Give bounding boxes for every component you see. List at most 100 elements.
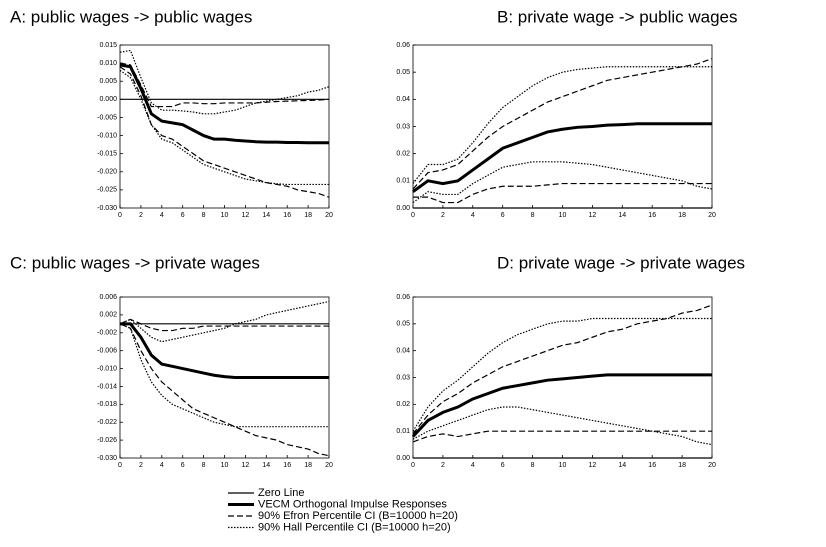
x-tick-label: 14 bbox=[262, 462, 270, 469]
y-tick-label: 0.04 bbox=[396, 348, 410, 355]
x-tick-label: 2 bbox=[441, 462, 445, 469]
x-tick-label: 20 bbox=[325, 462, 333, 469]
x-tick-label: 12 bbox=[589, 462, 597, 469]
x-tick-label: 16 bbox=[283, 462, 291, 469]
series-line bbox=[119, 323, 330, 457]
x-tick-label: 8 bbox=[202, 212, 206, 219]
y-tick-label: 0.03 bbox=[396, 374, 410, 381]
series-line bbox=[119, 63, 329, 145]
x-tick-label: 10 bbox=[559, 212, 567, 219]
series-line bbox=[119, 62, 330, 108]
y-tick-label: -0.010 bbox=[97, 365, 117, 372]
x-tick-label: 2 bbox=[441, 212, 445, 219]
x-tick-label: 8 bbox=[202, 462, 206, 469]
series-line bbox=[120, 322, 329, 379]
x-tick-label: 0 bbox=[118, 462, 122, 469]
y-tick-label: -0.010 bbox=[97, 132, 117, 139]
y-tick-label: -0.018 bbox=[97, 401, 117, 408]
x-tick-label: 4 bbox=[160, 462, 164, 469]
y-tick-label: -0.030 bbox=[97, 455, 117, 462]
x-tick-label: 10 bbox=[559, 462, 567, 469]
series-line bbox=[412, 161, 713, 204]
x-tick-label: 18 bbox=[304, 212, 312, 219]
series-line bbox=[413, 182, 712, 204]
x-tick-label: 0 bbox=[118, 212, 122, 219]
x-tick-label: 2 bbox=[139, 212, 143, 219]
x-tick-label: 12 bbox=[242, 212, 250, 219]
y-tick-label: 0.010 bbox=[99, 60, 117, 67]
plot-frame bbox=[119, 44, 330, 209]
legend-label: 90% Hall Percentile CI (B=10000 h=20) bbox=[258, 521, 451, 533]
series-line bbox=[412, 406, 713, 446]
y-tick-label: 0.06 bbox=[396, 294, 410, 301]
x-tick-label: 20 bbox=[325, 212, 333, 219]
x-tick-label: 16 bbox=[648, 462, 656, 469]
y-tick-label: 0.00 bbox=[396, 455, 410, 462]
series-line bbox=[412, 430, 712, 443]
x-tick-label: 6 bbox=[501, 462, 505, 469]
y-tick-label: 0.006 bbox=[99, 294, 117, 301]
series-line bbox=[412, 58, 713, 190]
x-tick-label: 20 bbox=[708, 462, 716, 469]
series-line bbox=[119, 66, 330, 198]
y-tick-label: -0.006 bbox=[97, 348, 117, 355]
series-line bbox=[412, 66, 712, 184]
y-tick-label: -0.026 bbox=[97, 437, 117, 444]
legend-label: 90% Efron Percentile CI (B=10000 h=20) bbox=[258, 510, 458, 522]
y-tick-label: 0.000 bbox=[99, 96, 117, 103]
y-tick-label: -0.025 bbox=[97, 187, 117, 194]
x-tick-label: 18 bbox=[678, 212, 686, 219]
y-tick-label: -0.015 bbox=[97, 151, 117, 158]
y-tick-label: 0.06 bbox=[396, 42, 410, 49]
y-tick-label: 0.005 bbox=[99, 78, 117, 85]
x-tick-label: 12 bbox=[242, 462, 250, 469]
x-tick-label: 14 bbox=[618, 212, 626, 219]
series-line bbox=[412, 304, 713, 435]
y-tick-label: -0.002 bbox=[97, 330, 117, 337]
x-tick-label: 0 bbox=[411, 462, 415, 469]
series-line bbox=[412, 317, 712, 432]
x-tick-label: 2 bbox=[139, 462, 143, 469]
x-tick-label: 16 bbox=[648, 212, 656, 219]
y-tick-label: 0.01 bbox=[396, 178, 410, 185]
legend-label: Zero Line bbox=[258, 487, 304, 499]
x-tick-label: 6 bbox=[501, 212, 505, 219]
x-tick-label: 4 bbox=[471, 462, 475, 469]
x-tick-label: 4 bbox=[471, 212, 475, 219]
x-tick-label: 14 bbox=[262, 212, 270, 219]
x-tick-label: 14 bbox=[618, 462, 626, 469]
x-tick-label: 8 bbox=[531, 462, 535, 469]
x-tick-label: 18 bbox=[304, 462, 312, 469]
x-tick-label: 6 bbox=[181, 462, 185, 469]
panel-title: C: public wages -> private wages bbox=[10, 253, 260, 272]
series-line bbox=[119, 323, 329, 428]
y-tick-label: -0.030 bbox=[97, 205, 117, 212]
series-line bbox=[119, 49, 330, 115]
panel-title: B: private wage -> public wages bbox=[497, 7, 738, 26]
x-tick-label: 16 bbox=[283, 212, 291, 219]
y-tick-label: 0.05 bbox=[396, 69, 410, 76]
y-tick-label: 0.01 bbox=[396, 428, 410, 435]
series-line bbox=[412, 122, 712, 193]
y-tick-label: -0.005 bbox=[97, 114, 117, 121]
x-tick-label: 20 bbox=[708, 212, 716, 219]
legend-label: VECM Orthogonal Impulse Responses bbox=[258, 498, 447, 510]
y-tick-label: -0.014 bbox=[97, 383, 117, 390]
y-tick-label: 0.015 bbox=[99, 42, 117, 49]
panel-title: D: private wage -> private wages bbox=[497, 253, 745, 272]
series-line bbox=[119, 318, 329, 332]
y-tick-label: 0.04 bbox=[396, 96, 410, 103]
x-tick-label: 0 bbox=[411, 212, 415, 219]
y-tick-label: 0.05 bbox=[396, 321, 410, 328]
x-tick-label: 8 bbox=[531, 212, 535, 219]
y-tick-label: 0.00 bbox=[396, 205, 410, 212]
series-line bbox=[119, 69, 329, 186]
x-tick-label: 10 bbox=[221, 462, 229, 469]
series-line bbox=[411, 373, 712, 438]
y-tick-label: 0.002 bbox=[99, 312, 117, 319]
x-tick-label: 6 bbox=[181, 212, 185, 219]
x-tick-label: 12 bbox=[589, 212, 597, 219]
y-tick-label: -0.020 bbox=[97, 169, 117, 176]
x-tick-label: 18 bbox=[678, 462, 686, 469]
